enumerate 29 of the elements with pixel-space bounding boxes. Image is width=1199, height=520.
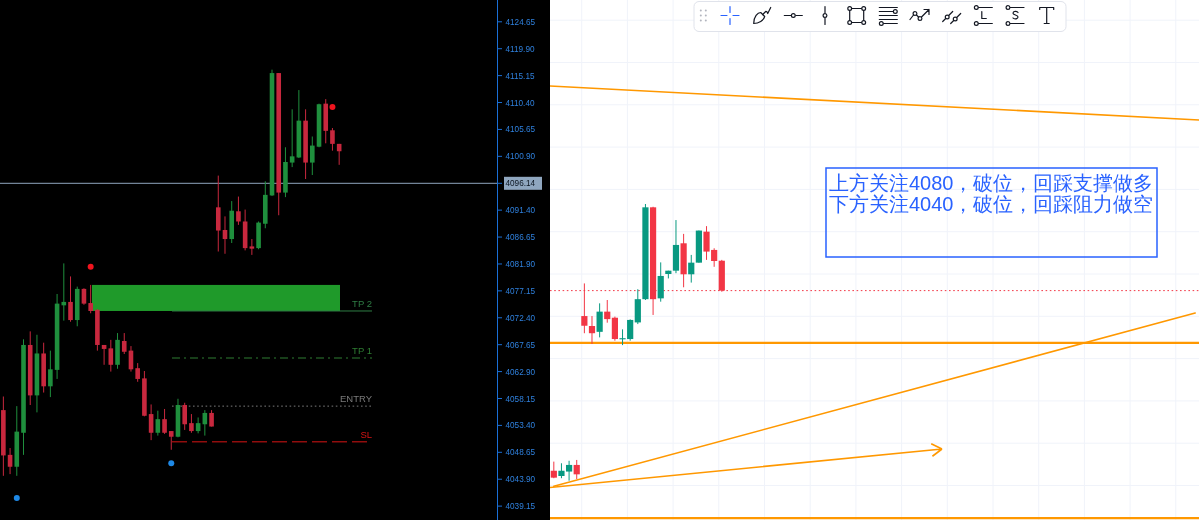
y-tick-label: 4124.65 <box>505 17 536 27</box>
y-tick-label: 4081.90 <box>505 259 536 269</box>
ref-line-label: ENTRY <box>339 393 373 405</box>
y-tick-label: 4119.90 <box>505 44 535 54</box>
point <box>87 263 94 270</box>
y-tick-label: 4096.14 <box>505 179 536 189</box>
point <box>13 494 20 501</box>
point <box>168 460 175 467</box>
ref-line-label: TP 2 <box>352 297 372 309</box>
point <box>329 104 336 111</box>
text: 上方关注4080，破位，回踩支撑做多 <box>829 172 1154 194</box>
y-tick-label: 4072.40 <box>505 313 536 323</box>
y-tick-label: 4105.65 <box>505 125 536 135</box>
y-tick-label: 4077.15 <box>505 286 536 296</box>
y-tick-label: 4048.65 <box>505 448 536 458</box>
y-tick-label: 4062.90 <box>505 367 536 377</box>
y-tick-label: 4067.65 <box>505 340 536 350</box>
y-tick-label: 4039.15 <box>505 502 536 512</box>
y-tick-label: 4091.40 <box>505 206 536 216</box>
y-tick-label: 4043.90 <box>505 475 536 485</box>
y-tick-label: 4100.90 <box>505 152 536 162</box>
ref-line-label: SL <box>360 428 372 440</box>
y-tick-label: 4086.65 <box>505 233 536 243</box>
y-tick-label: 4053.40 <box>505 421 536 431</box>
ref-line-label: TP 1 <box>352 345 372 356</box>
y-tick-label: 4115.15 <box>505 71 535 81</box>
y-tick-label: 4058.15 <box>505 394 536 404</box>
y-tick-label: 4110.40 <box>505 98 535 108</box>
annotation: 下方关注4040，破位，回踩阻力做空 <box>829 193 1154 215</box>
